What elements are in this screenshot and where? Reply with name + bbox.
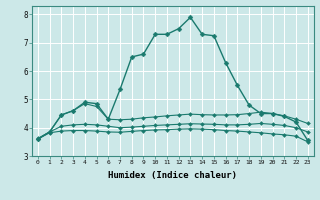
X-axis label: Humidex (Indice chaleur): Humidex (Indice chaleur) bbox=[108, 171, 237, 180]
